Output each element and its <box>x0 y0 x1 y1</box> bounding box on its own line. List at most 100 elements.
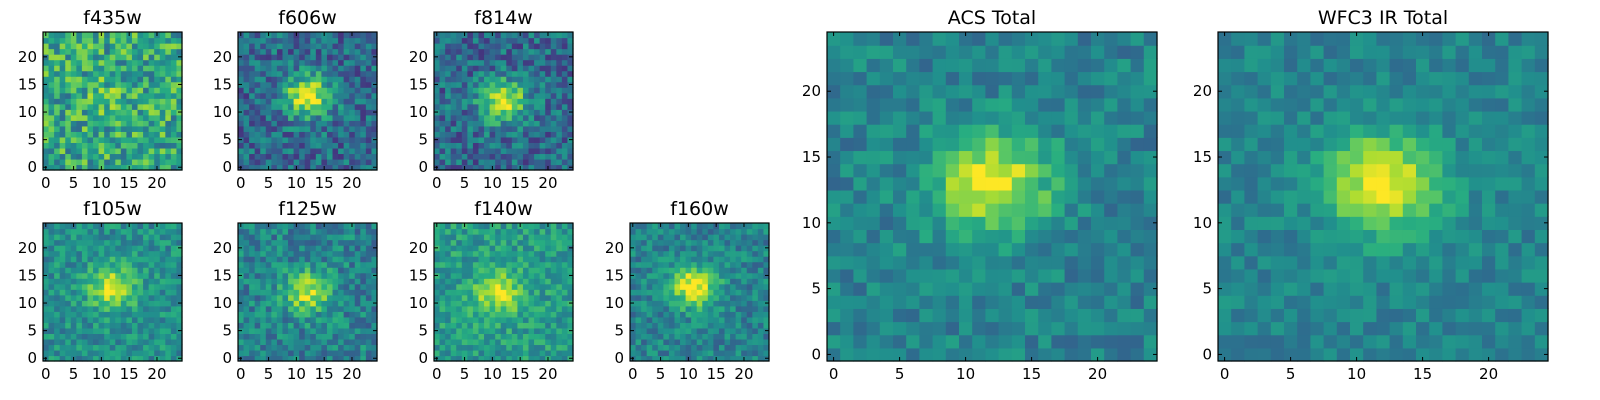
heatmap-cell <box>93 32 100 39</box>
heatmap-cell <box>254 125 261 132</box>
heatmap-cell <box>310 349 317 357</box>
heatmap-cell <box>76 92 83 99</box>
heatmap-cell <box>534 43 541 50</box>
heatmap-cell <box>109 223 116 230</box>
heatmap-cell <box>561 37 569 44</box>
heatmap-cell <box>484 239 491 246</box>
heatmap-cell <box>321 338 328 346</box>
heatmap-cell <box>472 103 480 110</box>
heatmap-cell <box>511 65 518 72</box>
heatmap-cell <box>76 103 83 110</box>
panel-title: f814w <box>474 7 533 29</box>
heatmap-cell <box>539 234 546 241</box>
heatmap-cell <box>439 164 446 171</box>
heatmap-cell <box>282 136 289 143</box>
heatmap-cell <box>238 250 245 257</box>
heatmap-cell <box>54 322 61 329</box>
heatmap-cell <box>115 294 122 301</box>
heatmap-cell <box>646 239 653 246</box>
heatmap-cell <box>93 48 100 55</box>
heatmap-cell <box>517 338 524 346</box>
heatmap-cell <box>120 114 127 121</box>
heatmap-cell <box>461 98 468 105</box>
heatmap-cell <box>154 283 161 290</box>
heatmap-cell <box>343 103 350 110</box>
heatmap-cell <box>511 300 518 307</box>
heatmap-cell <box>148 228 155 235</box>
heatmap-cell <box>556 98 563 105</box>
heatmap-cell <box>691 239 698 246</box>
heatmap-cell <box>87 103 94 110</box>
heatmap-cell <box>472 338 480 346</box>
heatmap-cell <box>445 158 452 166</box>
heatmap-cell <box>472 65 480 72</box>
heatmap-cell <box>59 136 66 143</box>
heatmap-cell <box>115 278 122 285</box>
heatmap-cell <box>472 261 480 268</box>
heatmap-cell <box>243 349 250 357</box>
heatmap-cell <box>746 261 753 268</box>
heatmap-cell <box>271 239 278 246</box>
heatmap-cell <box>434 103 441 110</box>
heatmap-cell <box>893 321 907 336</box>
heatmap-cell <box>567 223 574 230</box>
heatmap-cell <box>126 98 133 105</box>
heatmap-cell <box>249 349 256 357</box>
heatmap-cell <box>691 250 698 257</box>
heatmap-cell <box>371 349 378 357</box>
heatmap-cell <box>148 48 155 55</box>
heatmap-cell <box>338 333 345 340</box>
heatmap-cell <box>556 305 563 312</box>
heatmap-cell <box>332 261 339 268</box>
heatmap-cell <box>691 245 698 252</box>
heatmap-cell <box>696 272 703 279</box>
heatmap-cell <box>343 125 350 132</box>
heatmap-cell <box>143 32 150 39</box>
heatmap-cell <box>450 59 457 66</box>
heatmap-cell <box>354 98 361 105</box>
heatmap-cell <box>310 158 317 166</box>
heatmap-cell <box>539 142 546 149</box>
heatmap-cell <box>254 338 261 346</box>
heatmap-cell <box>652 349 659 357</box>
heatmap-cell <box>456 278 463 285</box>
heatmap-cell <box>332 333 339 340</box>
heatmap-cell <box>702 267 709 274</box>
heatmap-cell <box>137 333 144 340</box>
heatmap-cell <box>87 294 94 301</box>
heatmap-cell <box>528 164 535 171</box>
heatmap-cell <box>461 239 468 246</box>
heatmap-cell <box>87 267 94 274</box>
heatmap-cell <box>550 305 557 312</box>
heatmap-cell <box>154 87 161 94</box>
heatmap-cell <box>680 267 687 274</box>
heatmap-cell <box>293 114 300 121</box>
heatmap-cell <box>293 54 300 61</box>
heatmap-cell <box>652 305 659 312</box>
heatmap-cell <box>840 282 854 296</box>
heatmap-cell <box>126 333 133 340</box>
heatmap-cell <box>478 142 485 149</box>
heatmap-cell <box>304 98 311 105</box>
x-tick-label: 0 <box>236 365 246 383</box>
heatmap-cell <box>365 294 373 301</box>
heatmap-cell <box>511 250 518 257</box>
heatmap-cell <box>137 322 144 329</box>
heatmap-cell <box>159 272 166 279</box>
y-tick-label: 10 <box>409 294 428 312</box>
heatmap-cell <box>919 163 934 178</box>
heatmap-cell <box>349 142 356 149</box>
heatmap-cell <box>332 153 339 160</box>
heatmap-cell <box>343 92 350 99</box>
y-tick-label: 5 <box>418 322 428 340</box>
heatmap-cell <box>93 234 100 241</box>
heatmap-cell <box>299 65 306 72</box>
heatmap-cell <box>567 344 574 351</box>
heatmap-cell <box>641 223 648 230</box>
heatmap-cell <box>59 120 66 127</box>
heatmap-cell <box>70 267 77 274</box>
heatmap-cell <box>143 43 150 50</box>
heatmap-cell <box>472 54 480 61</box>
heatmap-cell <box>76 272 83 279</box>
heatmap-cell <box>702 245 709 252</box>
